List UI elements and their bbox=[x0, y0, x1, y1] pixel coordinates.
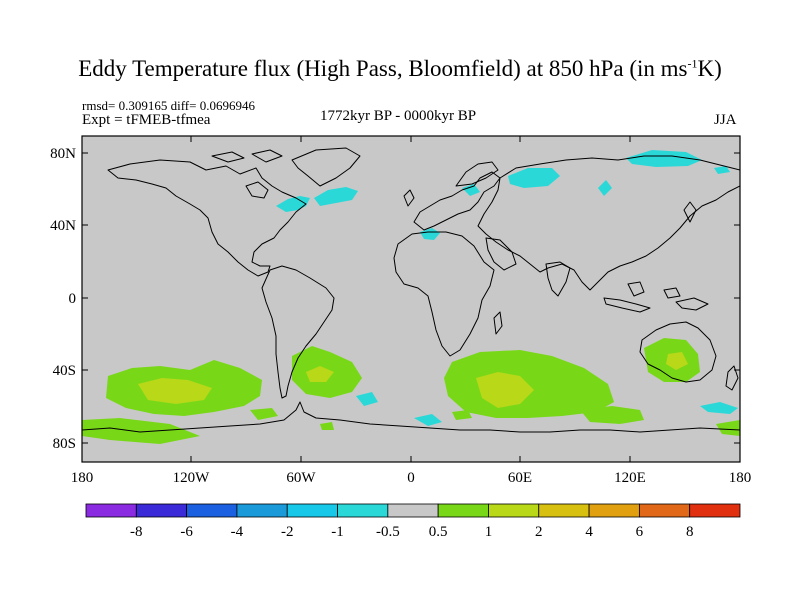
patch-south-atlantic-indian bbox=[444, 350, 614, 418]
patch-southern-ocean-pacific bbox=[82, 418, 200, 444]
coast-africa bbox=[393, 231, 495, 357]
patch-southern-ocean-indian bbox=[580, 406, 644, 424]
coast-australia bbox=[639, 321, 717, 383]
coast-madagascar bbox=[493, 311, 503, 335]
colorbar-label: 8 bbox=[686, 524, 694, 540]
x-tick-label: 180 bbox=[729, 470, 752, 486]
colorbar-box bbox=[236, 503, 288, 518]
colorbar-box bbox=[588, 503, 640, 518]
y-tick-label: 80S bbox=[53, 436, 76, 452]
colorbar-box bbox=[488, 503, 540, 518]
coast-south-america bbox=[261, 265, 335, 399]
colorbar-label: 1 bbox=[485, 524, 493, 540]
coast-north-america bbox=[107, 159, 307, 277]
colorbar bbox=[85, 503, 741, 518]
patch-siberia-west bbox=[508, 168, 560, 188]
coast-new-zealand bbox=[725, 365, 739, 391]
colorbar-label: -4 bbox=[231, 524, 244, 540]
patch-tasman bbox=[716, 420, 740, 436]
colorbar-labels: -8 -6 -4 -2 -1 -0.5 0.5 1 2 4 6 8 bbox=[130, 524, 693, 540]
patch-antarctic-small bbox=[320, 422, 334, 430]
patch-indian-core bbox=[476, 372, 534, 408]
x-tick-label: 60W bbox=[286, 470, 316, 486]
coast-arabia bbox=[485, 237, 517, 271]
patch-mediterranean bbox=[420, 228, 440, 240]
x-axis-labels: 180 120W 60W 0 60E 120E 180 bbox=[71, 470, 752, 486]
patch-indian-ocean bbox=[414, 414, 442, 426]
colorbar-box bbox=[437, 503, 489, 518]
coast-hudson-bay bbox=[245, 181, 269, 199]
colorbar-label: -0.5 bbox=[376, 524, 400, 540]
y-tick-label: 0 bbox=[69, 291, 77, 307]
patch-south-pacific-core bbox=[138, 378, 212, 404]
patch-south-atlantic-core bbox=[306, 366, 334, 382]
coast-japan bbox=[683, 201, 697, 223]
patch-antarctic-atlantic bbox=[452, 410, 472, 420]
patch-asia-small bbox=[598, 180, 612, 196]
coast-india bbox=[545, 261, 571, 297]
colorbar-box bbox=[689, 503, 741, 518]
colorbar-box bbox=[186, 503, 238, 518]
x-tick-label: 180 bbox=[71, 470, 94, 486]
x-tick-label: 0 bbox=[407, 470, 415, 486]
negative-anomaly-regions bbox=[276, 150, 738, 426]
colorbar-label: -8 bbox=[130, 524, 143, 540]
colorbar-label: 2 bbox=[535, 524, 543, 540]
coast-antarctica bbox=[82, 401, 740, 433]
coast-asia bbox=[477, 155, 740, 291]
patch-europe bbox=[462, 184, 480, 196]
coast-scandinavia bbox=[455, 161, 499, 187]
y-tick-label: 40N bbox=[50, 218, 76, 234]
tick-marks bbox=[82, 136, 740, 462]
period-label: 1772kyr BP - 0000kyr BP bbox=[320, 108, 477, 124]
y-tick-label: 80N bbox=[50, 146, 76, 162]
season-label: JJA bbox=[714, 112, 737, 128]
colorbar-label: -1 bbox=[331, 524, 344, 540]
stats-label: rmsd= 0.309165 diff= 0.0696946 bbox=[82, 98, 255, 113]
colorbar-box bbox=[337, 503, 389, 518]
x-tick-label: 120W bbox=[173, 470, 211, 486]
patch-north-atlantic bbox=[314, 187, 358, 206]
y-axis-labels: 80N 40N 0 40S 80S bbox=[50, 146, 76, 452]
colorbar-label: -6 bbox=[180, 524, 193, 540]
strong-positive-anomaly-regions bbox=[138, 352, 688, 408]
coast-new-guinea bbox=[675, 297, 709, 311]
colorbar-label: 6 bbox=[636, 524, 644, 540]
colorbar-box bbox=[538, 503, 590, 518]
colorbar-box bbox=[286, 503, 338, 518]
experiment-label: Expt = tFMEB-tfmea bbox=[82, 112, 211, 128]
colorbar-box bbox=[85, 503, 137, 518]
coast-indonesia bbox=[603, 297, 651, 313]
coastlines bbox=[82, 147, 740, 433]
y-tick-label: 40S bbox=[53, 363, 76, 379]
colorbar-box bbox=[135, 503, 188, 518]
patch-drake bbox=[356, 392, 378, 406]
patch-antarctic-pacific bbox=[250, 408, 278, 420]
colorbar-box bbox=[387, 503, 439, 518]
coast-uk bbox=[403, 189, 415, 207]
x-tick-label: 120E bbox=[614, 470, 646, 486]
colorbar-label: 4 bbox=[585, 524, 593, 540]
colorbar-box bbox=[638, 503, 691, 518]
colorbar-label: -2 bbox=[281, 524, 294, 540]
chart-title: Eddy Temperature flux (High Pass, Bloomf… bbox=[78, 56, 722, 81]
patch-southern-ocean-east bbox=[700, 402, 738, 414]
patch-pacific-ne bbox=[714, 166, 730, 174]
coast-greenland bbox=[291, 147, 361, 187]
x-tick-label: 60E bbox=[508, 470, 532, 486]
patch-arctic-east bbox=[626, 150, 702, 167]
patch-australia-core bbox=[666, 352, 688, 370]
colorbar-label: 0.5 bbox=[429, 524, 448, 540]
